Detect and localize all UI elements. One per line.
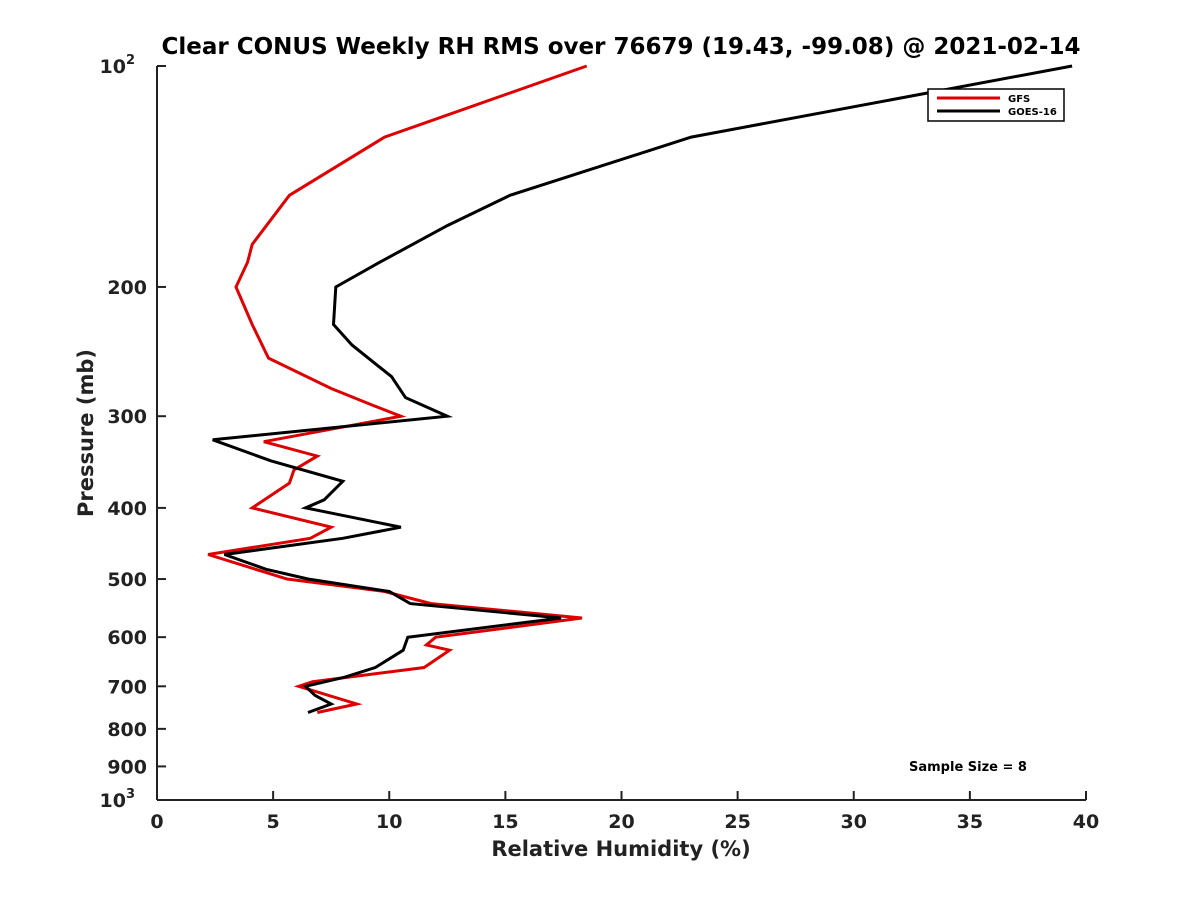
x-tick-label: 25 — [724, 811, 750, 833]
series-lines — [207, 64, 1073, 714]
y-axis-ticks: 102 200 300 400 500 600 700 800 900 103 — [100, 53, 166, 812]
y-tick-label: 700 — [107, 676, 147, 698]
x-axis-ticks: 0 5 10 15 20 25 30 35 40 — [150, 791, 1099, 833]
legend-entry-label: GOES-16 — [1008, 107, 1057, 118]
x-tick-label: 40 — [1073, 811, 1099, 833]
x-tick-label: 10 — [376, 811, 402, 833]
legend-box — [927, 88, 1065, 122]
y-tick-label: 300 — [107, 406, 147, 428]
series-line-gfs — [207, 64, 588, 714]
y-tick-label: 800 — [107, 719, 147, 741]
x-tick-label: 0 — [150, 811, 163, 833]
x-tick-label: 20 — [608, 811, 634, 833]
x-tick-label: 30 — [841, 811, 867, 833]
y-tick-label: 500 — [107, 569, 147, 591]
x-axis-label: Relative Humidity (%) — [491, 837, 750, 861]
x-tick-label: 35 — [957, 811, 983, 833]
y-tick-label: 400 — [107, 498, 147, 520]
y-tick-label: 103 — [100, 787, 136, 812]
series-line-goes-16 — [212, 64, 1073, 714]
plot-area — [156, 66, 1086, 801]
y-tick-label: 102 — [100, 53, 136, 78]
chart-title: Clear CONUS Weekly RH RMS over 76679 (19… — [162, 34, 1081, 60]
x-tick-label: 15 — [492, 811, 518, 833]
legend: GFS GOES-16 — [927, 88, 1065, 122]
x-tick-label: 5 — [267, 811, 280, 833]
sample-size-annotation: Sample Size = 8 — [909, 760, 1027, 775]
legend-entry-label: GFS — [1008, 94, 1030, 105]
y-tick-label: 900 — [107, 756, 147, 778]
y-tick-label: 600 — [107, 627, 147, 649]
y-axis-label: Pressure (mb) — [74, 349, 98, 517]
y-tick-label: 200 — [107, 277, 147, 299]
